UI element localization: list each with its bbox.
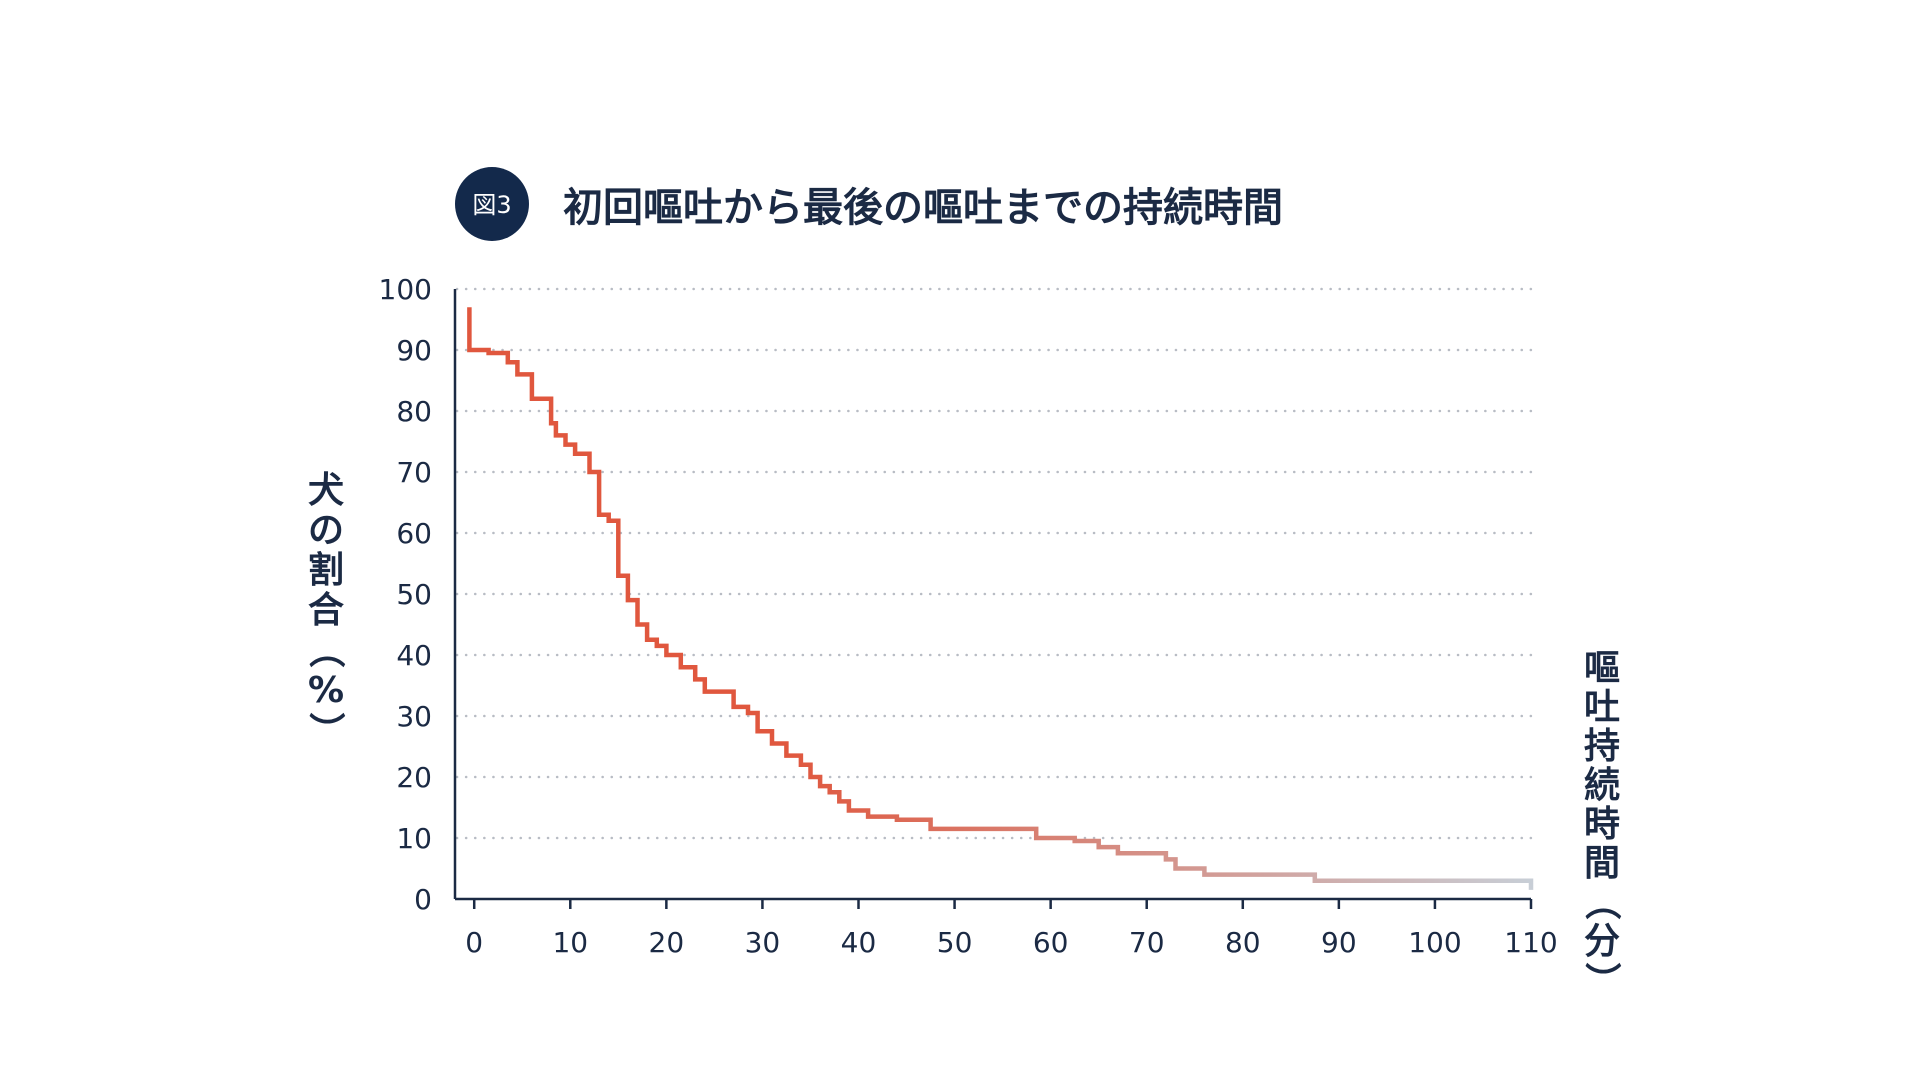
y-tick-label: 100 (379, 273, 432, 306)
y-axis-title-glyph: 犬 (308, 470, 344, 511)
grid-lines (455, 287, 1533, 840)
x-tick-label: 70 (1129, 926, 1165, 959)
x-tick-label: 10 (552, 926, 588, 959)
x-axis-title-glyph: 続 (1584, 765, 1620, 806)
series-layer (467, 307, 1534, 890)
x-tick-label: 60 (1033, 926, 1069, 959)
x-tick-label: 100 (1408, 926, 1461, 959)
y-axis-title-glyph: 合 (308, 590, 344, 631)
x-tick-label: 90 (1321, 926, 1357, 959)
x-tick-label: 30 (745, 926, 781, 959)
x-tick-label: 110 (1504, 926, 1557, 959)
y-axis-title-glyph: ） (305, 712, 346, 748)
x-tick-label: 80 (1225, 926, 1261, 959)
x-axis-title-glyph: 持 (1584, 726, 1620, 767)
x-axis-title-glyph: 分 (1584, 921, 1620, 962)
chart-title: 初回嘔吐から最後の嘔吐までの持続時間 (563, 185, 1283, 231)
figure-badge (455, 167, 529, 241)
y-tick-label: 50 (396, 578, 432, 611)
x-tick-labels: 0 10 20 30 40 50 60 70 80 90 100 110 (465, 926, 1557, 959)
y-tick-label: 80 (396, 395, 432, 428)
series-line (467, 307, 1534, 890)
y-tick-label: 70 (396, 456, 432, 489)
x-axis-title-glyph: 間 (1584, 843, 1620, 884)
y-tick-label: 10 (396, 822, 432, 855)
x-axis-title-glyph: 吐 (1584, 687, 1620, 728)
x-axis-title-glyph: 時 (1584, 804, 1620, 845)
x-axis-title-glyph: （ (1581, 884, 1622, 920)
y-tick-label: 90 (396, 334, 432, 367)
y-axis-title-glyph: の (308, 510, 344, 551)
x-tick-label: 20 (649, 926, 685, 959)
y-tick-labels: 0 10 20 30 40 50 60 70 80 90 100 (379, 273, 432, 916)
y-tick-label: 60 (396, 517, 432, 550)
y-axis-title-glyph: % (308, 670, 344, 711)
figure-badge-label: 図3 (472, 191, 511, 219)
x-axis-title-glyph: 嘔 (1584, 648, 1620, 689)
y-axis-title-glyph: （ (305, 632, 346, 668)
x-tick-label: 40 (841, 926, 877, 959)
y-axis-title-glyph: 割 (308, 550, 344, 591)
axes (453, 289, 1533, 909)
x-tick-label: 0 (465, 926, 483, 959)
x-axis-title-glyph: ） (1581, 962, 1622, 998)
y-tick-label: 40 (396, 639, 432, 672)
y-tick-label: 20 (396, 761, 432, 794)
y-tick-label: 0 (414, 883, 432, 916)
y-tick-label: 30 (396, 700, 432, 733)
x-tick-label: 50 (937, 926, 973, 959)
